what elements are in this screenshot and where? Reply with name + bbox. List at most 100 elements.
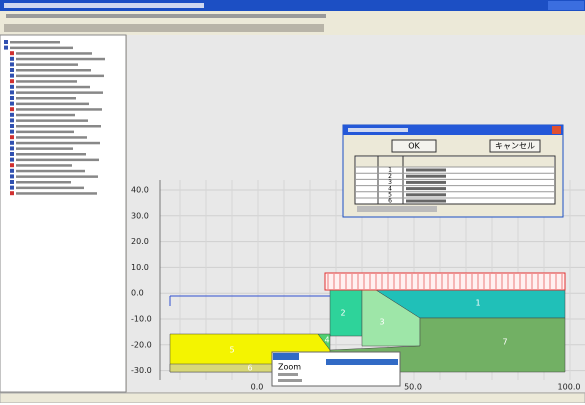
y-tick-label: 0.0 [131, 289, 144, 298]
tree-text [16, 125, 101, 128]
tree-text [16, 91, 103, 94]
tree-text [16, 158, 99, 162]
tree-icon [10, 135, 14, 140]
tree-text [16, 175, 98, 178]
layer-2 [329, 289, 363, 337]
tree-icon [4, 40, 8, 44]
tree-icon [10, 84, 14, 89]
dialog-title [348, 128, 408, 132]
tree-icon [10, 129, 14, 134]
tree-text [16, 74, 104, 78]
title-text [4, 3, 204, 8]
tree-icon [10, 180, 14, 184]
tree-icon [4, 45, 8, 50]
table-header [356, 157, 554, 167]
toolbar-buttons[interactable] [4, 24, 324, 32]
tree-text [16, 52, 92, 55]
tree-icon [10, 157, 14, 162]
tree-text [16, 153, 86, 156]
row-value [406, 174, 446, 178]
tree-icon [10, 152, 14, 156]
tree-icon [10, 51, 14, 56]
x-tick-label: 50.0 [404, 383, 422, 392]
tree-text [16, 102, 89, 106]
tree-icon [10, 163, 14, 168]
tree-text [16, 169, 85, 173]
dialog-title-bar [343, 125, 563, 135]
tree-text [16, 97, 76, 100]
menu-highlight[interactable] [273, 353, 299, 360]
tree-icon [10, 118, 14, 123]
submenu-highlight[interactable] [326, 359, 398, 365]
tree-panel [0, 34, 127, 393]
surcharge-load [324, 272, 566, 291]
menu-item[interactable]: Zoom [278, 363, 301, 372]
row-value [406, 187, 446, 191]
tree-icon [10, 146, 14, 151]
tree-icon [10, 101, 14, 106]
region-label: 1 [475, 299, 480, 308]
tree-icon [10, 124, 14, 128]
ok-label[interactable]: OK [408, 142, 420, 151]
region-label: 7 [502, 338, 507, 347]
row-number: 4 [388, 185, 392, 192]
y-tick-label: 20.0 [131, 237, 149, 246]
y-tick-label: -20.0 [131, 340, 152, 349]
tree-icon [10, 185, 14, 190]
tree-text [16, 147, 73, 150]
tree-items [4, 40, 105, 196]
tree-text [16, 186, 84, 190]
row-number: 3 [388, 179, 392, 186]
tree-text [16, 192, 97, 195]
region-label: 6 [247, 364, 252, 373]
tree-icon [10, 107, 14, 112]
status-bar [0, 392, 585, 404]
y-tick-label: 30.0 [131, 211, 149, 220]
tree-icon [10, 168, 14, 173]
y-tick-label: 40.0 [131, 186, 149, 195]
region-label: 2 [340, 309, 345, 318]
tree-text [10, 41, 60, 44]
region-label: 5 [229, 346, 234, 355]
row-number: 1 [388, 167, 392, 174]
tree-text [10, 46, 73, 50]
row-value [406, 199, 446, 203]
tree-text [16, 136, 87, 139]
ok-button[interactable] [391, 139, 437, 153]
window-buttons[interactable] [548, 1, 584, 10]
x-tick-label: 0.0 [251, 383, 264, 392]
cancel-label[interactable]: キャンセル [495, 142, 535, 151]
region-label: 4 [324, 336, 329, 345]
tree-text [16, 130, 74, 134]
row-value [406, 180, 446, 184]
tree-text [16, 57, 105, 61]
title-bar [0, 0, 585, 11]
load-hatch [327, 274, 563, 289]
tree-icon [10, 191, 14, 196]
tree-text [16, 85, 90, 89]
tree-icon [10, 73, 14, 78]
tree-text [16, 119, 88, 122]
tree-icon [10, 90, 14, 95]
layer-4 [317, 333, 331, 351]
y-tick-label: 10.0 [131, 263, 149, 272]
tree-text [16, 141, 100, 145]
cancel-button[interactable] [489, 139, 541, 153]
dialog-close[interactable] [552, 126, 561, 134]
row-value [406, 193, 446, 197]
tree-text [16, 113, 75, 117]
tree-text [16, 164, 72, 167]
tree-icon [10, 174, 14, 179]
tree-icon [10, 68, 14, 72]
menu-item[interactable] [278, 379, 302, 382]
x-tick-label: 100.0 [558, 383, 581, 392]
row-number: 6 [388, 198, 392, 205]
menu-item[interactable] [278, 373, 298, 376]
tree-icon [10, 56, 14, 61]
menu-items[interactable] [6, 14, 326, 18]
region-label: 3 [379, 318, 384, 327]
dialog-note [357, 206, 437, 212]
tree-icon [10, 140, 14, 145]
